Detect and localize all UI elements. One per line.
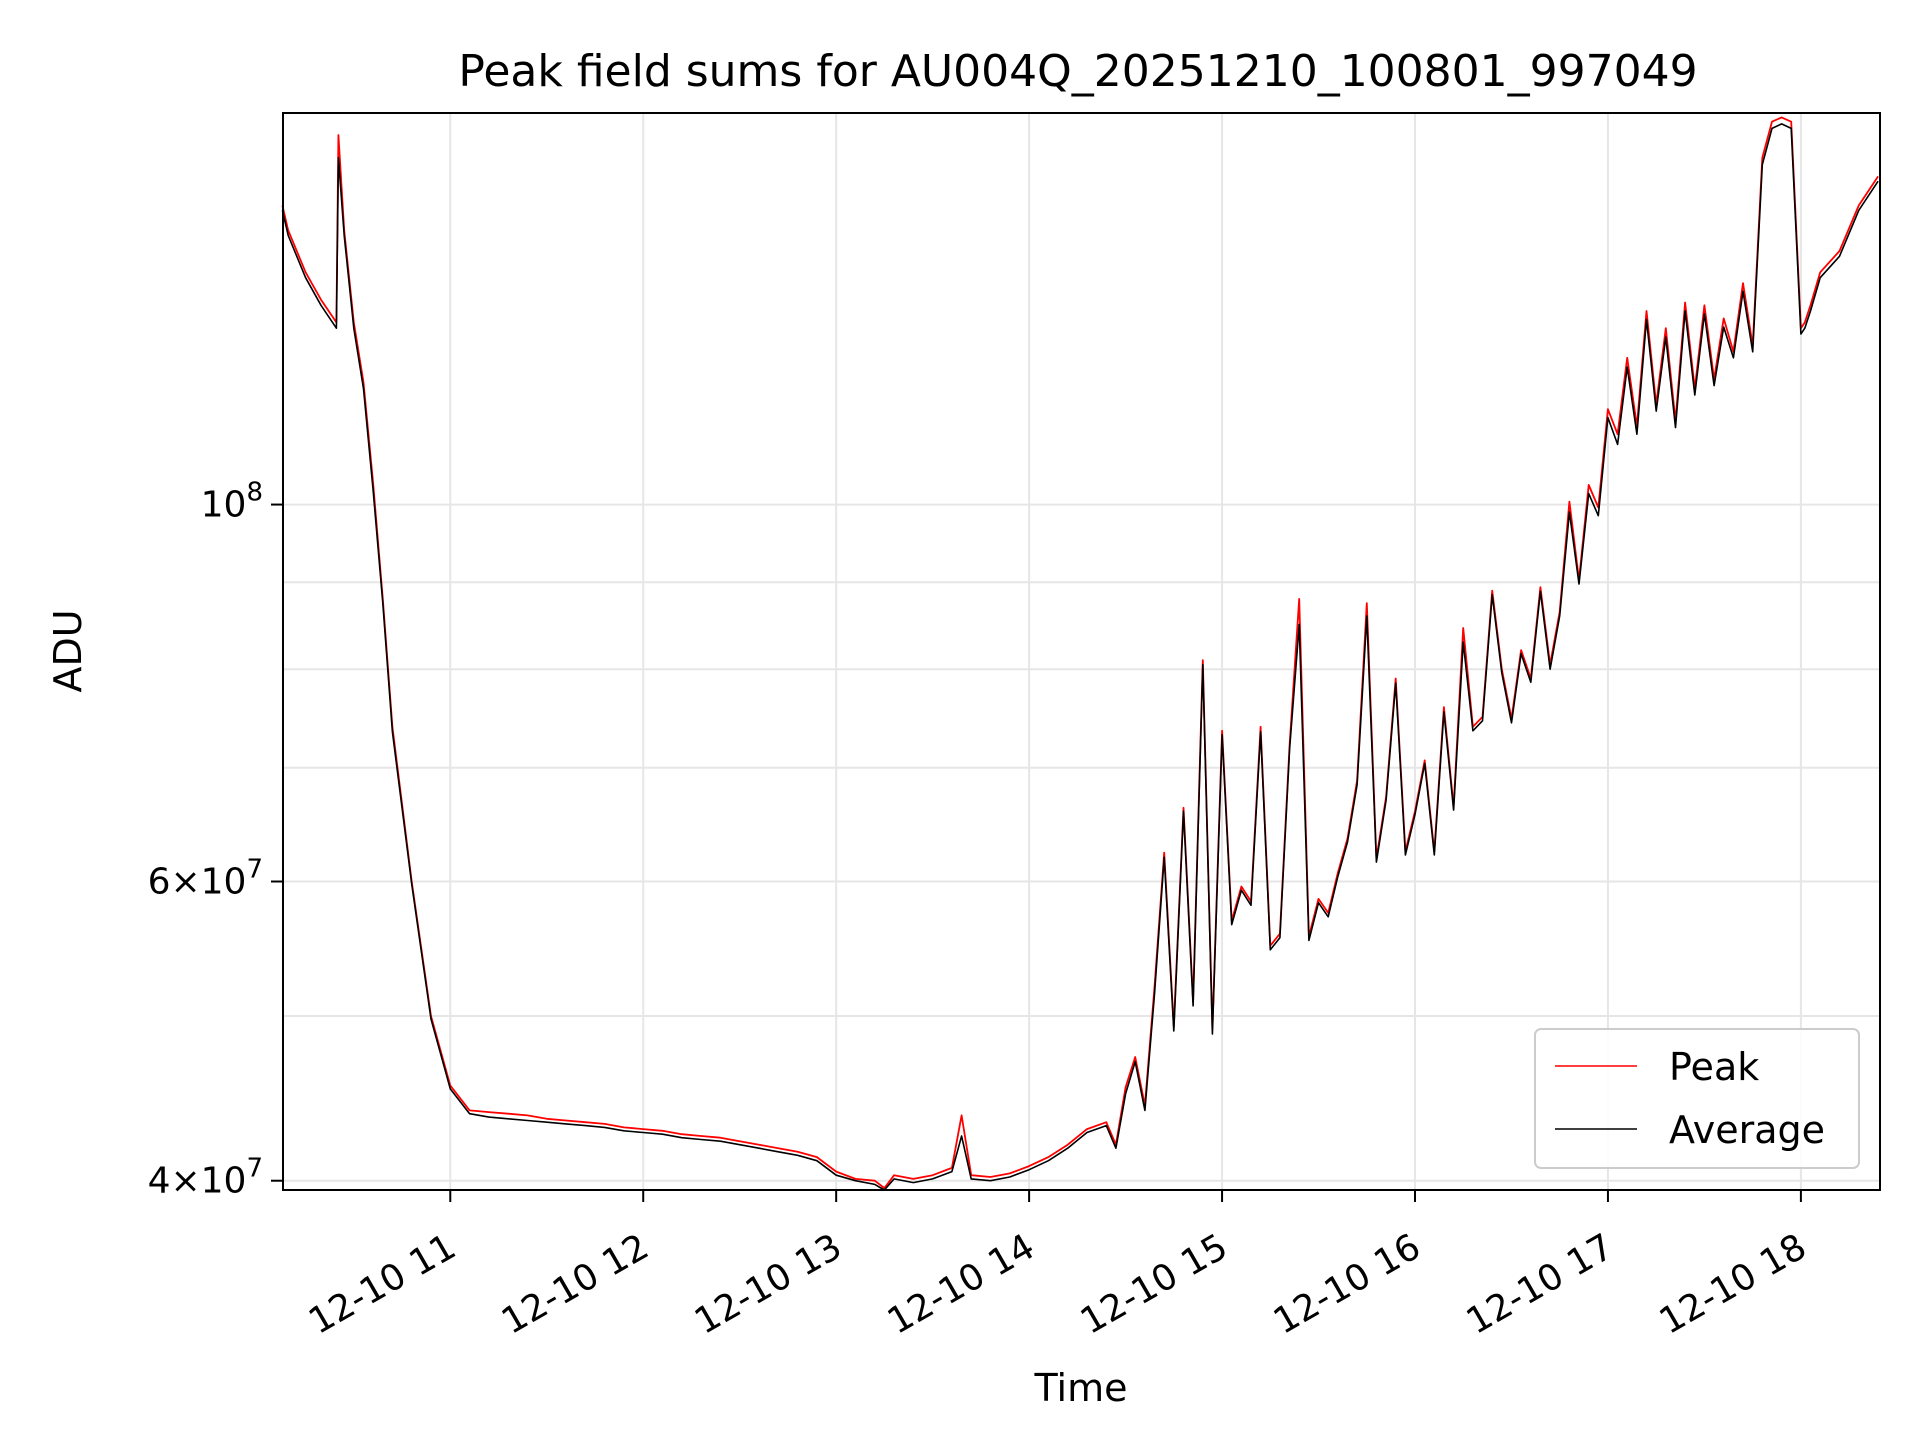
series-line-average bbox=[281, 123, 1879, 1191]
series-group bbox=[281, 116, 1879, 1191]
chart-title: Peak field sums for AU004Q_20251210_1008… bbox=[458, 46, 1697, 97]
y-axis: 108 6×107 4×107 bbox=[148, 478, 283, 1202]
plot-frame bbox=[282, 112, 1881, 1191]
y-axis-label: ADU bbox=[46, 609, 90, 692]
y-tick-label-2: 4×107 bbox=[148, 1154, 263, 1202]
y-tick-label-0: 108 bbox=[201, 478, 263, 526]
x-axis-label: Time bbox=[1034, 1366, 1128, 1410]
y-tick-label-1: 6×107 bbox=[148, 855, 263, 903]
legend-peak-label: Peak bbox=[1669, 1045, 1759, 1089]
legend: Peak Average bbox=[1534, 1028, 1860, 1169]
gridlines bbox=[283, 113, 1880, 1190]
legend-box bbox=[1534, 1028, 1860, 1169]
legend-average-label: Average bbox=[1669, 1108, 1825, 1152]
